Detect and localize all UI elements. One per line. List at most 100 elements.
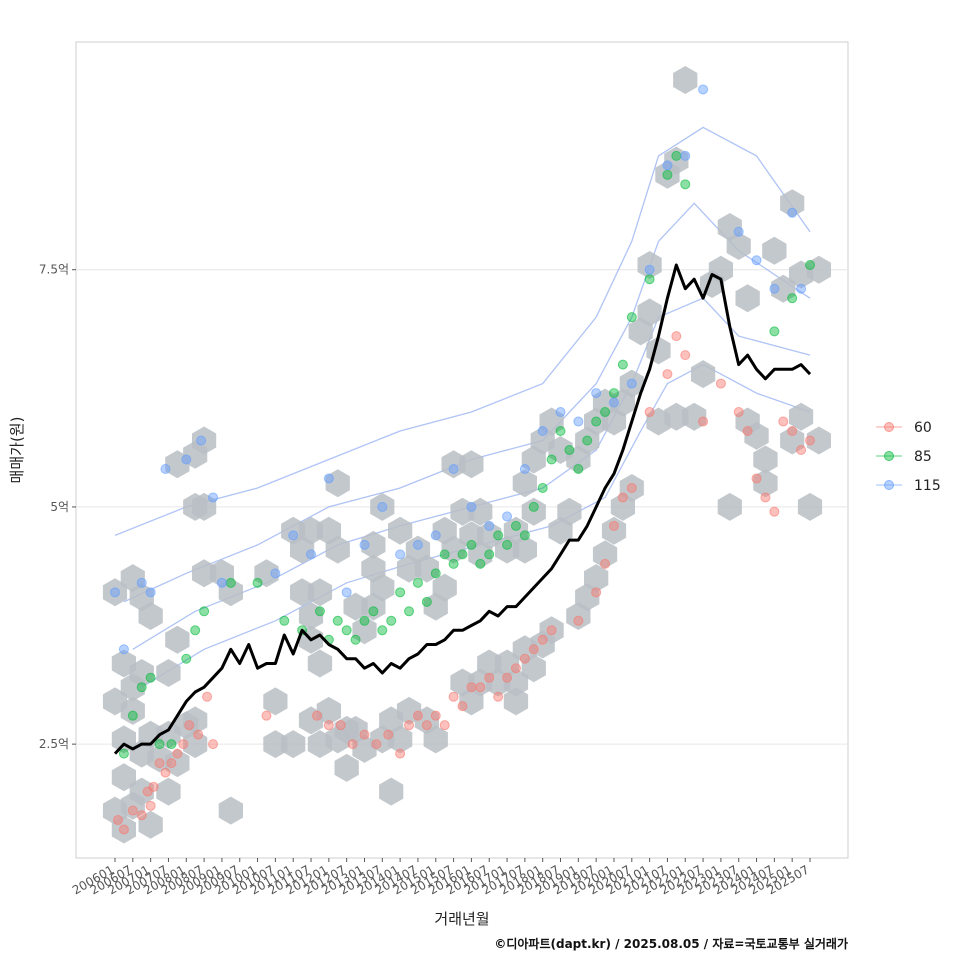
hexbin (459, 450, 484, 479)
data-point-60 (148, 781, 159, 792)
data-point-115 (359, 539, 370, 550)
data-point-85 (225, 577, 236, 588)
hexbin (503, 668, 529, 697)
hexbin (307, 578, 333, 607)
data-point-85 (680, 179, 691, 190)
data-point-85 (510, 520, 521, 531)
data-point-115 (751, 255, 762, 266)
data-point-115 (626, 378, 637, 389)
data-point-85 (448, 558, 459, 569)
data-point-85 (127, 710, 138, 721)
data-point-60 (671, 331, 682, 342)
data-point-85 (484, 549, 495, 560)
data-point-60 (395, 748, 406, 759)
hexbin (156, 777, 181, 806)
data-point-60 (778, 416, 789, 427)
data-point-85 (644, 274, 655, 285)
data-point-85 (359, 615, 370, 626)
data-point-60 (412, 710, 423, 721)
data-point-85 (166, 739, 177, 750)
data-point-85 (136, 682, 147, 693)
hexbin (307, 649, 333, 678)
data-point-60 (573, 615, 584, 626)
data-point-60 (787, 426, 798, 437)
hexbin (557, 497, 582, 526)
data-point-115 (680, 150, 691, 161)
data-point-60 (742, 426, 753, 437)
data-point-85 (199, 606, 210, 617)
hexbin (691, 360, 716, 389)
data-point-115 (118, 644, 129, 655)
data-point-85 (475, 558, 486, 569)
hexbin (388, 516, 413, 545)
data-point-115 (377, 501, 388, 512)
data-point-85 (395, 587, 406, 598)
data-point-60 (421, 720, 432, 731)
data-point-60 (626, 482, 637, 493)
hexbin (325, 535, 350, 564)
hexbin (619, 369, 644, 398)
data-point-60 (208, 739, 219, 750)
hexbin (771, 274, 796, 303)
data-point-60 (172, 748, 183, 759)
data-point-60 (805, 435, 815, 446)
data-point-60 (127, 805, 138, 816)
hexbin (218, 796, 243, 825)
data-point-85 (350, 634, 361, 645)
hexbin (806, 255, 831, 284)
data-point-85 (591, 416, 602, 427)
data-point-60 (608, 520, 619, 531)
hexbin (432, 573, 457, 602)
data-point-85 (528, 501, 539, 512)
data-point-60 (457, 701, 468, 712)
hexbin (468, 497, 493, 526)
data-point-60 (448, 691, 459, 702)
data-point-60 (166, 758, 177, 769)
hexbin (254, 559, 279, 588)
hexbin (414, 554, 439, 583)
data-point-85 (314, 606, 325, 617)
data-point-60 (323, 720, 334, 731)
trend-line-path (113, 263, 812, 755)
hexbin (352, 616, 377, 645)
data-point-60 (760, 492, 771, 503)
y-axis: 2.5억 5억 7.5억 (39, 263, 76, 751)
data-point-60 (493, 691, 504, 702)
legend-label-115: 115 (914, 478, 941, 494)
data-point-85 (662, 169, 673, 180)
hexbin (325, 469, 350, 498)
data-point-85 (493, 530, 504, 541)
data-point-60 (371, 739, 382, 750)
data-point-115 (323, 473, 334, 484)
data-point-115 (306, 549, 317, 560)
hexbin (281, 730, 306, 759)
data-point-115 (573, 416, 584, 427)
data-point-60 (347, 739, 358, 750)
data-point-115 (145, 587, 156, 598)
data-point-60 (528, 644, 539, 655)
data-point-115 (519, 463, 530, 474)
data-point-85 (377, 625, 388, 636)
data-point-115 (216, 577, 227, 588)
data-point-85 (412, 577, 423, 588)
data-point-115 (160, 463, 171, 474)
y-tick-label: 5억 (50, 500, 69, 514)
data-point-85 (671, 150, 682, 161)
data-point-85 (154, 739, 165, 750)
hexbin (753, 445, 778, 474)
x-axis-title: 거래년월 (434, 910, 489, 928)
data-point-115 (110, 587, 120, 598)
data-point-115 (448, 463, 459, 474)
data-point-60 (600, 558, 611, 569)
data-point-60 (484, 672, 495, 683)
data-point-85 (787, 293, 798, 304)
hexbin (423, 725, 448, 754)
hexbin (735, 284, 760, 313)
data-point-115 (787, 207, 798, 218)
x-axis: 2006012006072007012007072008012008072009… (70, 858, 812, 898)
data-point-115 (412, 539, 423, 550)
data-point-85 (386, 615, 397, 626)
y-tick-label: 7.5억 (39, 263, 69, 277)
data-point-60 (118, 824, 129, 835)
hexbin (165, 625, 190, 654)
